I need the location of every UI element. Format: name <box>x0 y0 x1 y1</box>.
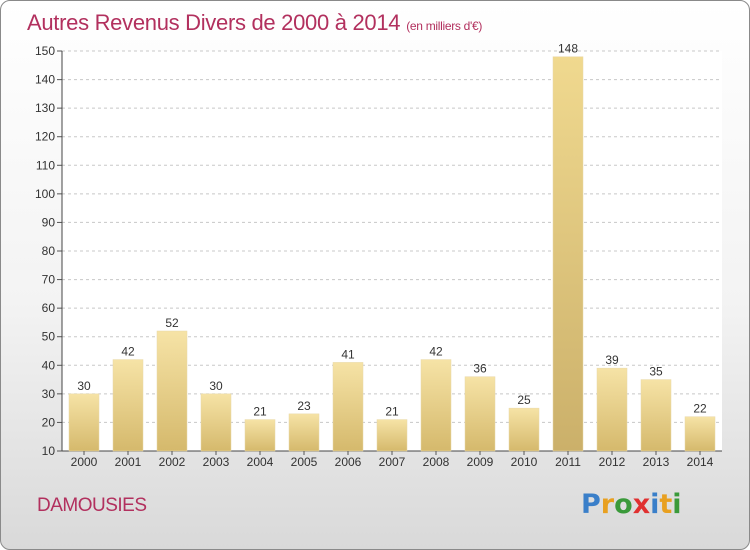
y-tick-label: 90 <box>42 215 56 229</box>
x-tick-label: 2010 <box>511 455 538 469</box>
logo-letter: x <box>632 489 651 520</box>
y-tick-label: 140 <box>35 73 55 87</box>
bar-value-label: 30 <box>209 379 223 393</box>
logo-letter: i <box>650 489 660 520</box>
y-tick-label: 30 <box>42 387 56 401</box>
bar-value-label: 21 <box>385 405 399 419</box>
y-tick-label: 50 <box>42 330 56 344</box>
x-tick-label: 2006 <box>335 455 362 469</box>
bar-value-label: 39 <box>605 353 619 367</box>
bar <box>596 367 628 452</box>
y-tick-label: 120 <box>35 130 55 144</box>
y-tick-label: 80 <box>42 244 56 258</box>
proxiti-logo: Proxiti <box>581 489 682 520</box>
bar-value-label: 21 <box>253 405 267 419</box>
x-tick-label: 2012 <box>599 455 626 469</box>
bar <box>420 359 452 452</box>
logo-letter: o <box>614 489 633 520</box>
bar-value-label: 41 <box>341 347 355 361</box>
y-tick-label: 100 <box>35 187 55 201</box>
bar-value-label: 23 <box>297 399 311 413</box>
bar <box>552 56 584 452</box>
chart-title: Autres Revenus Divers de 2000 à 2014 (en … <box>27 10 482 36</box>
y-tick-label: 10 <box>42 444 56 458</box>
chart-subtitle: (en milliers d'€) <box>406 19 483 33</box>
x-tick-label: 2009 <box>467 455 494 469</box>
bar-value-label: 52 <box>165 316 179 330</box>
logo-letter: t <box>659 489 673 520</box>
x-tick-label: 2002 <box>159 455 186 469</box>
y-tick-label: 60 <box>42 301 56 315</box>
bar <box>288 413 320 452</box>
bar <box>684 416 716 452</box>
bar <box>508 407 540 452</box>
y-tick-label: 70 <box>42 273 56 287</box>
y-tick-label: 20 <box>42 415 56 429</box>
y-tick-label: 150 <box>35 44 55 58</box>
y-tick-label: 40 <box>42 358 56 372</box>
logo-letter: P <box>581 489 601 520</box>
logo-letter: r <box>600 489 615 520</box>
bar-value-label: 148 <box>558 42 578 56</box>
title-text: Autres Revenus Divers de 2000 à 2014 <box>27 10 401 35</box>
x-tick-label: 2013 <box>643 455 670 469</box>
bar-value-label: 42 <box>429 345 443 359</box>
bar-value-label: 22 <box>693 402 707 416</box>
place-name: DAMOUSIES <box>37 495 147 516</box>
x-tick-label: 2003 <box>203 455 230 469</box>
bar <box>200 393 232 452</box>
x-tick-label: 2014 <box>687 455 714 469</box>
bar <box>376 419 408 452</box>
bar-value-label: 30 <box>77 379 91 393</box>
y-tick-label: 130 <box>35 101 55 115</box>
bar-value-label: 42 <box>121 345 135 359</box>
bar-value-label: 25 <box>517 393 531 407</box>
bar <box>332 362 364 452</box>
bar-value-label: 35 <box>649 365 663 379</box>
x-tick-label: 2011 <box>555 455 581 469</box>
logo-letter: i <box>672 489 682 520</box>
x-tick-label: 2008 <box>423 455 450 469</box>
x-tick-label: 2004 <box>247 455 274 469</box>
bar <box>244 419 276 452</box>
x-tick-label: 2001 <box>115 455 142 469</box>
y-tick-label: 110 <box>36 158 55 172</box>
bar <box>640 379 672 452</box>
bar-value-label: 36 <box>473 362 487 376</box>
bar <box>156 330 188 452</box>
bar <box>68 393 100 452</box>
x-tick-label: 2007 <box>379 455 406 469</box>
bar <box>464 376 496 452</box>
x-tick-label: 2000 <box>71 455 98 469</box>
bar <box>112 359 144 452</box>
x-tick-label: 2005 <box>291 455 318 469</box>
